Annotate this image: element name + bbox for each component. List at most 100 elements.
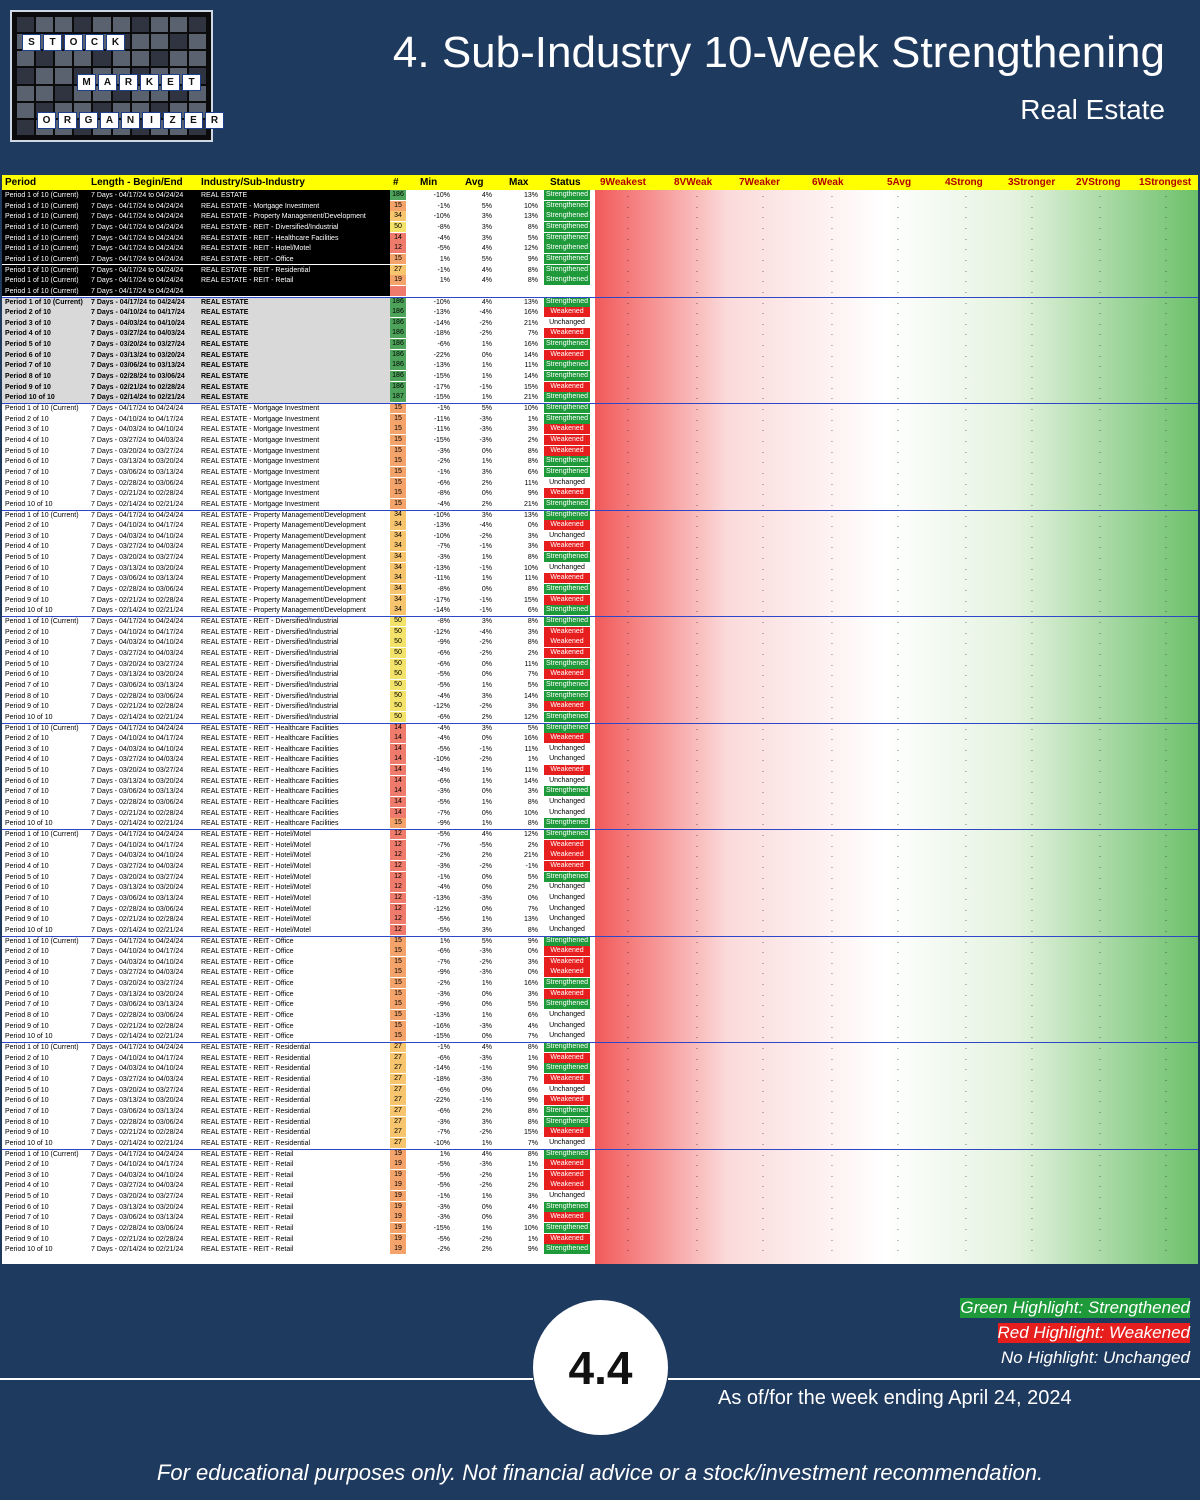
cell-industry: REAL ESTATE: [201, 362, 249, 370]
logo-tile: [150, 17, 168, 33]
cell-status: Strengthened: [544, 616, 590, 626]
rank-dot: .: [627, 1012, 629, 1020]
group-separator: [2, 829, 1198, 830]
cell-count: 34: [390, 520, 406, 531]
rank-dot: .: [965, 596, 967, 604]
cell-min: -22%: [433, 1097, 450, 1105]
cell-industry: REAL ESTATE - Mortgage Investment: [201, 458, 320, 466]
logo-letter: R: [58, 112, 77, 129]
cell-industry: REAL ESTATE - REIT - Healthcare Faciliti…: [201, 777, 339, 785]
cell-period: Period 1 of 10 (Current): [5, 937, 79, 945]
cell-min: -4%: [437, 724, 450, 732]
rank-dot: .: [965, 522, 967, 530]
cell-avg: -3%: [479, 969, 492, 977]
table-row: Period 1 of 10 (Current) 7 Days - 04/17/2…: [2, 232, 1198, 244]
cell-min: 1%: [439, 1150, 450, 1158]
cell-avg: 3%: [481, 618, 492, 625]
rank-dot: .: [897, 479, 899, 487]
rank-dot: .: [696, 1012, 698, 1020]
cell-status: Strengthened: [544, 339, 590, 350]
rank-dot: .: [965, 586, 967, 594]
cell-length: 7 Days - 04/17/24 to 04/24/24: [91, 298, 185, 306]
rank-dot: .: [1031, 1171, 1033, 1179]
cell-industry: REAL ESTATE - REIT - Diversified/Industr…: [201, 649, 339, 657]
rank-dot: .: [965, 1139, 967, 1147]
cell-industry: REAL ESTATE - REIT - Hotel/Motel: [201, 884, 311, 892]
cell-avg: -2%: [479, 1129, 492, 1137]
rank-dot: .: [696, 1118, 698, 1126]
cell-period: Period 7 of 10: [5, 575, 49, 583]
rank-dot: .: [762, 287, 764, 295]
rank-dot: .: [1099, 1012, 1101, 1020]
rank-dot: .: [965, 724, 967, 732]
cell-count: 12: [390, 892, 406, 903]
cell-length: 7 Days - 04/17/24 to 04/24/24: [91, 234, 184, 242]
cell-status: Unchanged: [549, 1032, 585, 1040]
rank-dot: .: [897, 745, 899, 753]
table-row: Period 9 of 10 7 Days - 02/21/24 to 02/28…: [2, 807, 1198, 819]
rank-dot: .: [762, 862, 764, 870]
rank-dot: .: [627, 405, 629, 412]
cell-max: 8%: [527, 926, 538, 934]
rank-dot: .: [897, 767, 899, 775]
cell-count: 14: [390, 797, 406, 808]
rank-dot: .: [1099, 351, 1101, 359]
table-row: Period 8 of 10 7 Days - 02/28/24 to 03/06…: [2, 690, 1198, 702]
rank-dot: .: [1099, 1139, 1101, 1147]
table-row: Period 7 of 10 7 Days - 03/06/24 to 03/13…: [2, 1212, 1198, 1223]
rank-dot: .: [1099, 1203, 1101, 1211]
cell-status: Weakened: [544, 860, 590, 871]
rank-dot: .: [831, 692, 833, 700]
cell-max: 9%: [527, 255, 538, 263]
rank-dot: .: [897, 937, 899, 945]
cell-length: 7 Days - 04/10/24 to 04/17/24: [91, 415, 184, 423]
rank-dot: .: [965, 873, 967, 881]
rank-dot: .: [1165, 426, 1167, 434]
rank-dot: .: [897, 1193, 899, 1201]
cell-min: -7%: [437, 543, 450, 551]
rank-dot: .: [696, 287, 698, 295]
cell-status: Weakened: [544, 434, 590, 445]
cell-count: 15: [390, 477, 406, 488]
rank-dot: .: [1099, 554, 1101, 562]
cell-max: 0%: [527, 522, 538, 530]
cell-count: 15: [390, 1020, 406, 1031]
rank-dot: .: [831, 958, 833, 966]
rank-dot: .: [1099, 213, 1101, 221]
rank-dot: .: [1099, 799, 1101, 807]
legend-unchanged: No Highlight: Unchanged: [1000, 1348, 1190, 1367]
rank-dot: .: [897, 1139, 899, 1147]
row-label-background: [2, 190, 390, 201]
cell-length: 7 Days - 03/27/24 to 04/03/24: [91, 756, 184, 764]
rank-dot: .: [965, 681, 967, 689]
cell-status: Weakened: [544, 765, 590, 776]
cell-status: Weakened: [544, 637, 590, 648]
cell-max: 15%: [523, 596, 538, 604]
rank-dot: .: [696, 873, 698, 881]
cell-period: Period 1 of 10 (Current): [5, 277, 79, 285]
cell-length: 7 Days - 04/10/24 to 04/17/24: [91, 1161, 184, 1169]
rank-dot: .: [831, 405, 833, 412]
cell-avg: -2%: [479, 1171, 492, 1179]
rank-dot: .: [696, 1107, 698, 1115]
cell-count: 50: [390, 626, 406, 637]
rank-dot: .: [965, 1022, 967, 1030]
cell-status: Strengthened: [544, 371, 590, 382]
cell-count: 15: [390, 413, 406, 424]
row-label-background: [2, 1106, 390, 1117]
cell-period: Period 5 of 10: [5, 660, 49, 668]
rank-dot: .: [831, 809, 833, 817]
cell-length: 7 Days - 04/17/24 to 04/24/24: [91, 213, 184, 221]
rank-dot: .: [1031, 745, 1033, 753]
rank-dot: .: [1099, 852, 1101, 860]
cell-avg: 1%: [481, 916, 492, 924]
table-row: Period 2 of 10 7 Days - 04/10/24 to 04/17…: [2, 307, 1198, 318]
cell-min: -8%: [437, 490, 450, 498]
rank-dot: .: [627, 192, 629, 199]
rank-dot: .: [965, 809, 967, 817]
cell-max: 15%: [523, 1129, 538, 1137]
rank-dot: .: [965, 223, 967, 231]
rank-dot: .: [897, 341, 899, 349]
table-row: Period 1 of 10 (Current) 7 Days - 04/17/2…: [2, 296, 1198, 308]
rank-dot: .: [696, 394, 698, 402]
